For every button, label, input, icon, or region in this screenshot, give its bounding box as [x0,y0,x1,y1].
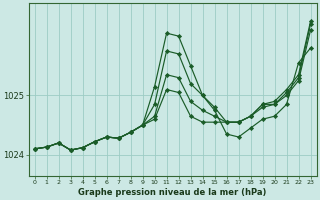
X-axis label: Graphe pression niveau de la mer (hPa): Graphe pression niveau de la mer (hPa) [78,188,267,197]
